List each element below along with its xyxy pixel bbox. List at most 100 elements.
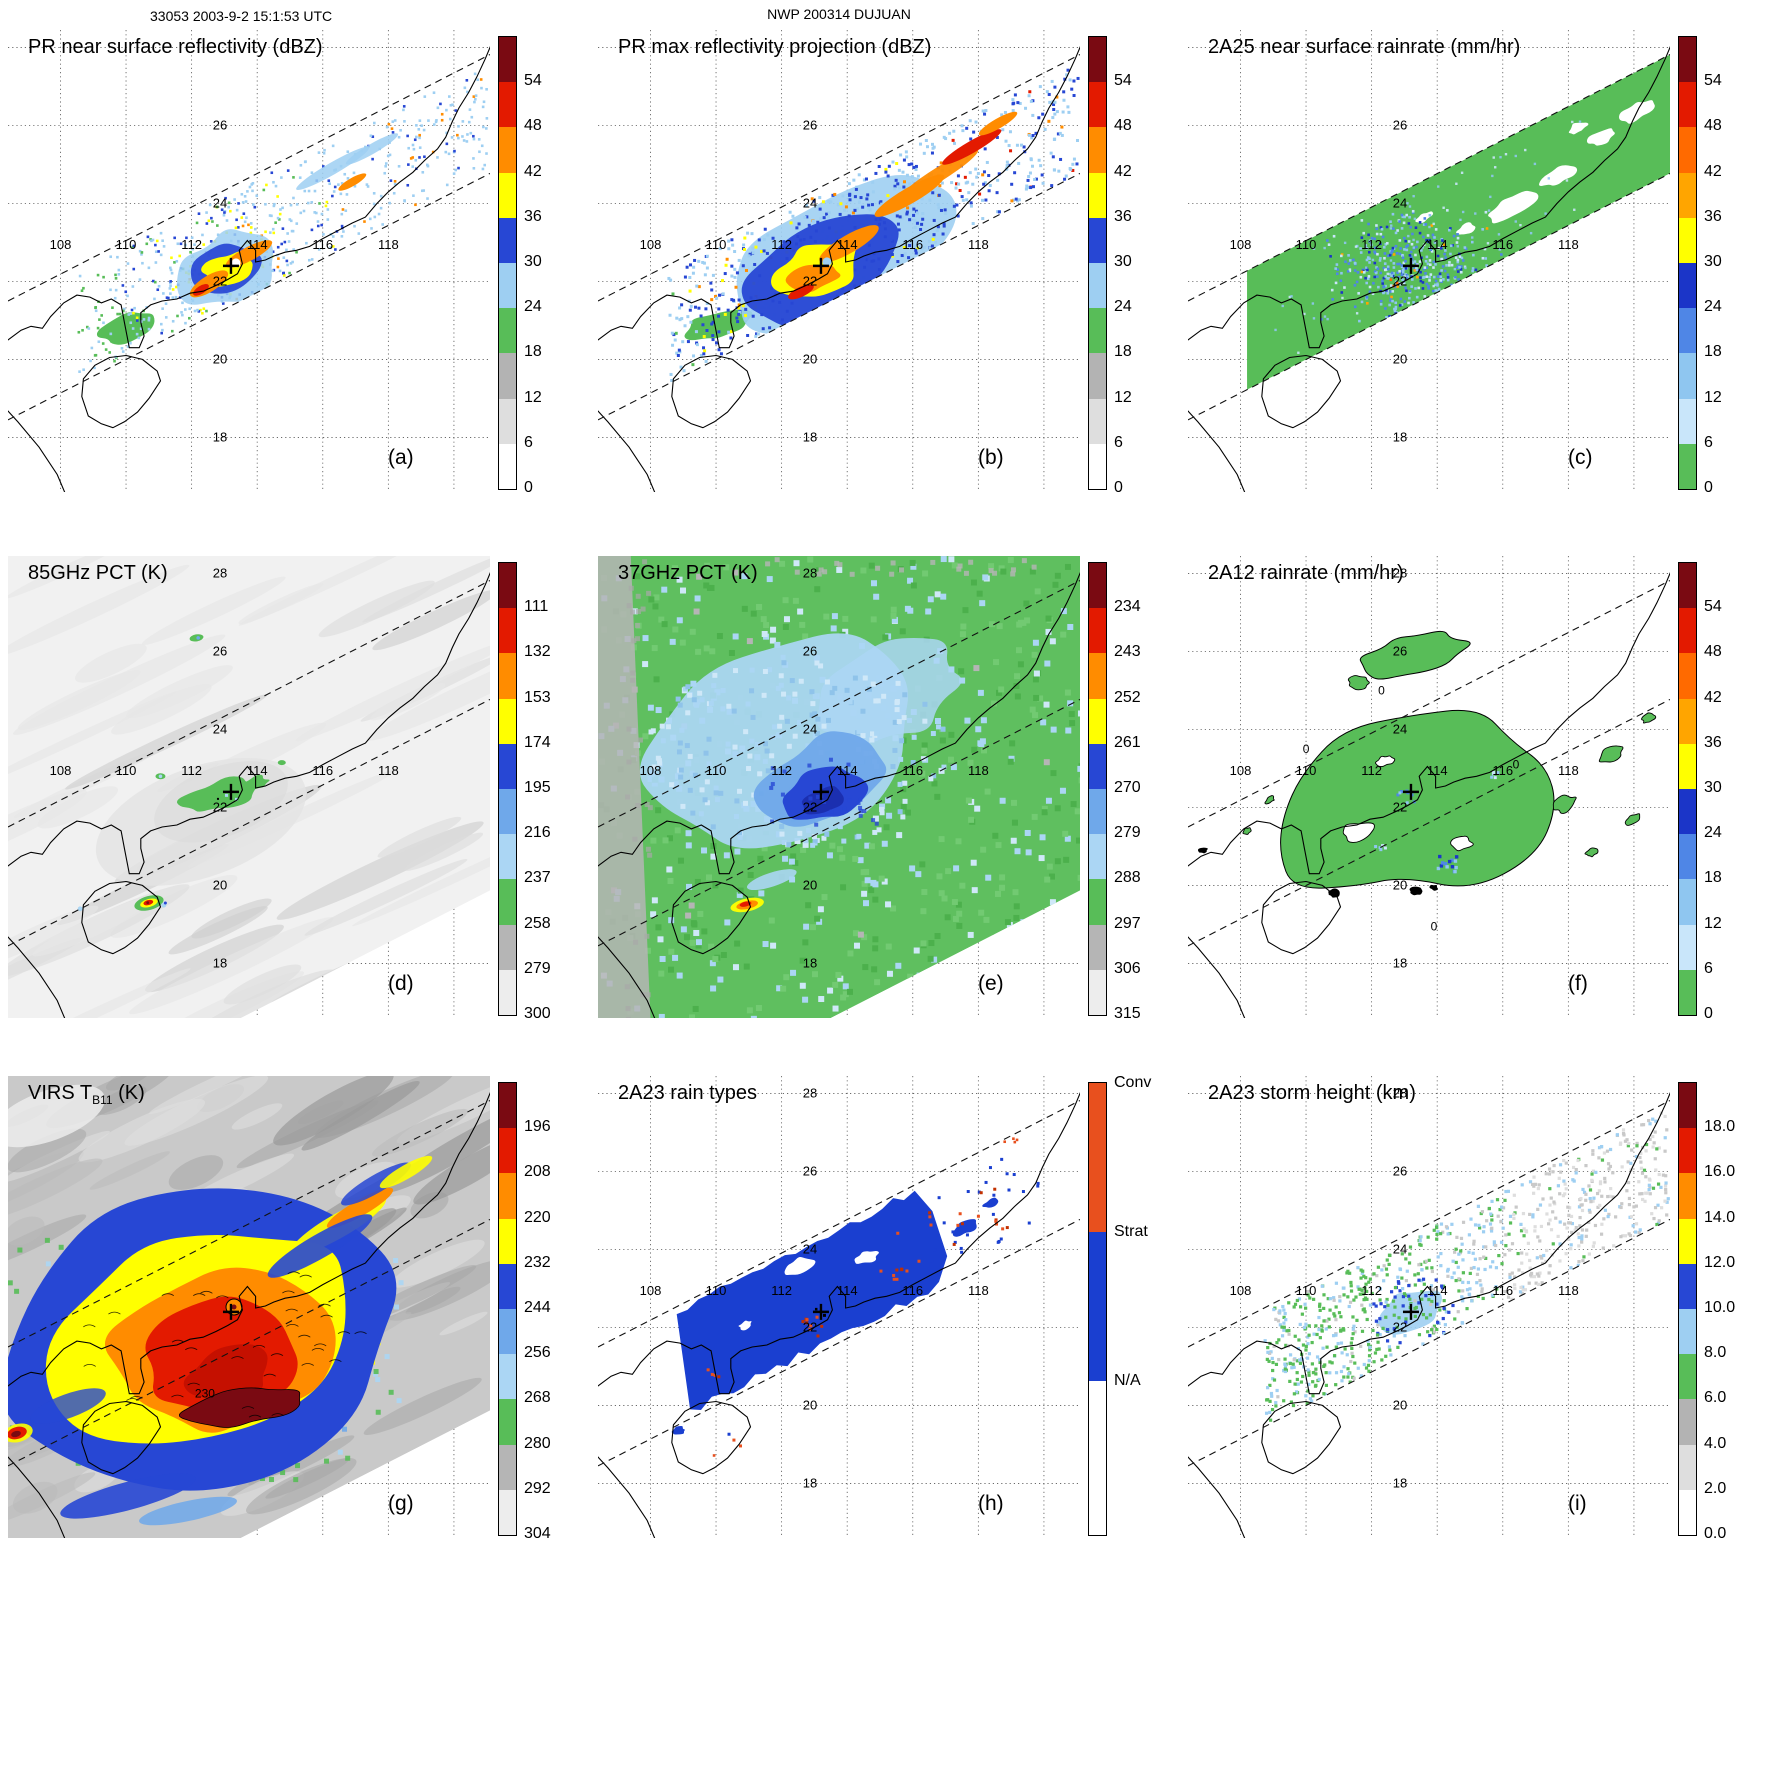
colorbar-segment	[1679, 1128, 1696, 1174]
panel-title-post: (K)	[112, 1082, 145, 1104]
map-plot-c: 108 110 112 114 116 118 18 20 22 24 26	[1188, 30, 1670, 492]
panel-title-c: 2A25 near surface rainrate (mm/hr)	[1208, 36, 1520, 61]
colorbar-tick-label: 42	[1704, 688, 1722, 706]
colorbar-tick-label: 30	[1704, 779, 1722, 796]
colorbar-tick-label: 0	[1704, 1005, 1713, 1022]
panel-a: 108 110 112 114 116 118 18 20 22 24 26 PR near sur…	[8, 30, 596, 570]
colorbar-tick-label: 30	[1704, 253, 1722, 270]
colorbar-tick-label: 12	[1704, 914, 1722, 932]
data-field	[8, 1076, 490, 1538]
panel-title-b: PR max reflectivity projection (dBZ)	[618, 36, 931, 61]
colorbar-tick-label: 18	[1704, 869, 1722, 887]
colorbar-tick-label: 288	[1114, 869, 1141, 887]
colorbar-tick-label: 30	[1114, 253, 1132, 270]
colorbar-tick-label: 12	[1114, 388, 1132, 406]
panel-title-e: 37GHz PCT (K)	[618, 562, 758, 587]
colorbar-tick-label: 18	[1704, 343, 1722, 361]
colorbar-segment	[499, 1128, 516, 1174]
lon-tick-label: 110	[706, 1283, 727, 1298]
colorbar-tick-label: 220	[524, 1208, 551, 1226]
lon-tick-label: 110	[1296, 1283, 1317, 1298]
panel-title-text: 2A25 near surface rainrate (mm/hr)	[1208, 36, 1521, 58]
lon-tick-label: 108	[640, 237, 662, 252]
colorbar-segment	[499, 789, 516, 835]
colorbar-segment	[499, 172, 516, 218]
panel-i: 108 110 112 114 116 118 18 20 22 24 26 28 2A23 stor…	[1188, 1076, 1771, 1616]
lon-tick-label: 108	[1230, 237, 1252, 252]
coastline	[598, 1092, 1080, 1538]
coastline	[598, 46, 1080, 492]
lat-tick-label: 20	[803, 877, 817, 892]
colorbar-segment	[499, 1399, 516, 1445]
lat-tick-label: 20	[1393, 1397, 1407, 1412]
colorbar-segment	[1679, 698, 1696, 744]
lon-tick-label: 116	[1492, 237, 1513, 252]
colorbar-segment	[499, 37, 516, 83]
colorbar-bar	[1678, 1082, 1697, 1536]
colorbar-segment	[1089, 1232, 1106, 1382]
colorbar-segment	[499, 1309, 516, 1355]
colorbar-tick-label: 36	[1704, 207, 1722, 225]
map-plot-f: 108 110 112 114 116 118 18 20 22 24 26 28 0 0 0 0	[1188, 556, 1670, 1018]
colorbar-bar	[498, 36, 517, 490]
panel-e: 108 110 112 114 116 118 18 20 22 24 26 28 37GHz PCT…	[598, 556, 1186, 1096]
colorbar-segment	[499, 1083, 516, 1129]
data-field	[1263, 1111, 1670, 1422]
coastline	[8, 572, 490, 1018]
colorbar-tick-label: 24	[1114, 298, 1132, 316]
colorbar-bar	[1088, 36, 1107, 490]
colorbar-segment	[1679, 1263, 1696, 1309]
colorbar-segment	[1679, 743, 1696, 789]
contour-label: 0	[1513, 757, 1520, 771]
data-field	[1247, 54, 1670, 390]
swath-edge-lines	[598, 1100, 1080, 1467]
colorbar-segment	[499, 879, 516, 925]
map-labels: 108 110 112 114 116 118 18 20 22 24 26	[50, 118, 399, 445]
coastline	[8, 1092, 490, 1538]
colorbar-tick-label: 0	[1114, 479, 1123, 496]
lon-tick-label: 114	[837, 1283, 858, 1298]
colorbar-tick-label: 232	[524, 1253, 551, 1271]
panel-title-a: PR near surface reflectivity (dBZ)	[28, 36, 323, 61]
coastline	[1188, 572, 1670, 1018]
colorbar-tick-label: 279	[1114, 824, 1141, 842]
lon-tick-label: 118	[378, 237, 399, 252]
map-labels: 108 110 112 114 116 118 18 20 22 24 26	[1230, 118, 1579, 445]
colorbar-segment	[499, 217, 516, 263]
colorbar-tick-label: 18	[524, 343, 542, 361]
colorbar-tick-label: N/A	[1114, 1372, 1141, 1390]
lon-tick-label: 118	[378, 763, 399, 778]
lon-tick-label: 112	[181, 763, 202, 778]
panel-title-h: 2A23 rain types	[618, 1082, 757, 1107]
map-labels: 108 110 112 114 116 118 18 20 22 24 26 28	[50, 566, 399, 971]
panel-letter-i: (i)	[1568, 1492, 1587, 1515]
colorbar-segment	[1089, 563, 1106, 609]
colorbar-tick-label: 12	[1704, 388, 1722, 406]
header-storm-name: NWP 200314 DUJUAN	[767, 6, 911, 22]
colorbar-tick-label: 42	[524, 162, 542, 180]
colorbar-segment	[1679, 1083, 1696, 1129]
lat-tick-label: 20	[213, 351, 227, 366]
colorbar-tick-label: 18.0	[1704, 1118, 1736, 1136]
storm-center-marker	[812, 1303, 829, 1320]
colorbar-tick-label: 24	[1704, 298, 1722, 316]
swath-edge-lines	[598, 54, 1080, 421]
colorbar-segment	[1089, 834, 1106, 880]
lon-tick-label: 118	[968, 237, 989, 252]
colorbar-segment	[499, 653, 516, 699]
lat-tick-label: 24	[1393, 721, 1407, 736]
colorbar-e: 234 243 252 261 270 279 288 297 306 315	[1088, 562, 1184, 1032]
colorbar-segment	[1679, 443, 1696, 489]
panel-title-text: PR near surface reflectivity (dBZ)	[28, 36, 323, 58]
colorbar-tick-label: 0	[1704, 479, 1713, 496]
colorbar-tick-label: 195	[524, 779, 551, 796]
colorbar-tick-label: 132	[524, 643, 551, 661]
colorbar-segment	[1679, 398, 1696, 444]
colorbar-tick-label: 256	[524, 1344, 551, 1362]
colorbar-tick-label: 297	[1114, 914, 1141, 932]
panel-letter-d: (d)	[388, 972, 414, 995]
lat-tick-label: 18	[1393, 955, 1407, 970]
lat-tick-label: 22	[803, 799, 817, 814]
colorbar-tick-label: 300	[524, 1005, 551, 1022]
